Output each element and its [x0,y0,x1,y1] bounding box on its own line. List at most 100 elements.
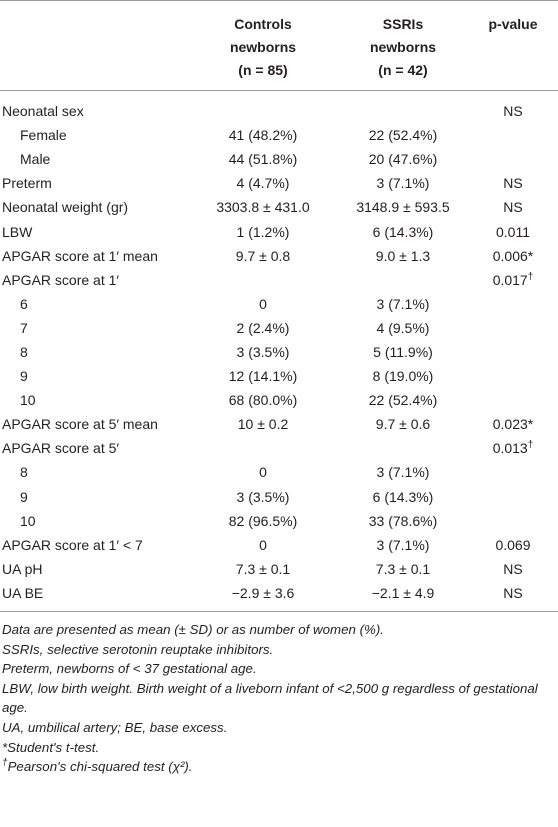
table-row: UA pH 7.3 ± 0.1 7.3 ± 0.1 NS [0,557,558,581]
footnote-text: LBW, low birth weight. Birth weight of a… [2,680,538,716]
empty-cell [338,91,468,124]
table-row: Neonatal weight (gr) 3303.8 ± 431.0 3148.9… [0,195,558,219]
p-value-cell: NS [468,195,558,219]
footnote-text: Pearson's chi-squared test (χ²). [7,759,193,775]
table-row: APGAR score at 5′ mean 10 ± 0.2 9.7 ± 0.6 0… [0,412,558,436]
empty-cell [468,316,558,340]
ssris-cell: 8 (19.0%) [372,368,434,385]
ssris-cell: 3 (7.1%) [376,464,430,481]
table-row: 6 0 3 (7.1%) [0,292,558,316]
table-figure: Controls newborns (n = 85) SSRIs newborns (n … [0,0,558,777]
controls-cell: 0 [259,536,267,553]
controls-cell: 4 (4.7%) [236,175,290,192]
p-value: 0.011 [496,223,530,240]
header-cell [0,0,188,91]
ssris-cell: 3 (7.1%) [376,295,430,312]
controls-cell: 1 (1.2%) [236,223,290,240]
table-body: Neonatal sex NS Female 41 (48.2%) 22 (52.4%)… [0,91,558,612]
row-label: LBW [2,223,33,240]
table-row: 7 2 (2.4%) 4 (9.5%) [0,316,558,340]
ssris-cell: 33 (78.6%) [368,512,438,529]
row-label: Male [20,151,51,168]
empty-cell [468,509,558,533]
header-line: Controls [234,16,292,32]
p-value-cell: 0.006* [468,244,558,268]
table-row: 10 68 (80.0%) 22 (52.4%) [0,388,558,412]
header-line: p-value [488,16,538,32]
row-label: APGAR score at 1′ < 7 [2,536,143,553]
row-label: Preterm [2,175,52,192]
empty-cell [468,460,558,484]
row-label: APGAR score at 5′ mean [2,416,158,433]
header-line: newborns [229,39,297,55]
data-table: Controls newborns (n = 85) SSRIs newborns (n … [0,0,558,612]
footnote: Data are presented as mean (± SD) or as … [2,620,556,640]
p-value-cell: 0.023* [468,412,558,436]
p-value: 0.069 [495,536,531,553]
empty-cell [468,485,558,509]
row-label: UA pH [2,560,43,577]
p-value: NS [503,103,523,120]
footnote-text: SSRIs, selective serotonin reuptake inhi… [2,641,274,657]
empty-cell [468,388,558,412]
empty-cell [188,436,338,460]
footnote: *Student's t-test. [2,738,556,758]
ssris-cell: 9.0 ± 1.3 [375,247,431,264]
header-line: (n = 42) [378,62,428,78]
header-row: Controls newborns (n = 85) SSRIs newborns (n … [0,0,558,91]
table-row: 8 3 (3.5%) 5 (11.9%) [0,340,558,364]
table-row: APGAR score at 5′ 0.013† [0,436,558,460]
empty-cell [468,364,558,388]
p-value: 0.013 [492,440,528,457]
p-value-mark: † [527,271,534,283]
table-row: Preterm 4 (4.7%) 3 (7.1%) NS [0,171,558,195]
controls-cell: 68 (80.0%) [228,392,298,409]
footnote-mark: † [2,757,8,769]
p-value-cell: NS [468,581,558,612]
ssris-cell: 9.7 ± 0.6 [375,416,431,433]
row-label: 6 [20,295,28,312]
p-value: NS [503,584,523,601]
table-row: UA BE −2.9 ± 3.6 −2.1 ± 4.9 NS [0,581,558,612]
ssris-cell: 6 (14.3%) [372,223,434,240]
p-value: 0.006* [492,247,534,264]
table-row: Male 44 (51.8%) 20 (47.6%) [0,147,558,171]
controls-cell: 2 (2.4%) [236,319,290,336]
table-row: 8 0 3 (7.1%) [0,460,558,484]
p-value-cell: 0.013† [468,436,558,460]
footnote: †Pearson's chi-squared test (χ²). [2,757,556,777]
footnote-text: UA, umbilical artery; BE, base excess. [2,719,228,735]
table-row: 10 82 (96.5%) 33 (78.6%) [0,509,558,533]
header-cell: Controls newborns (n = 85) [188,0,338,91]
footnote: LBW, low birth weight. Birth weight of a… [2,679,556,718]
ssris-cell: 4 (9.5%) [376,319,430,336]
row-label: APGAR score at 5′ [2,440,120,457]
p-value-cell: 0.017† [468,268,558,292]
empty-cell [468,292,558,316]
controls-cell: 12 (14.1%) [228,368,298,385]
table-row: 9 3 (3.5%) 6 (14.3%) [0,485,558,509]
header-cell: SSRIs newborns (n = 42) [338,0,468,91]
p-value: 0.017 [492,271,528,288]
ssris-cell: 3 (7.1%) [376,536,430,553]
row-label: Neonatal weight (gr) [2,199,129,216]
empty-cell [338,436,468,460]
ssris-cell: 20 (47.6%) [368,151,438,168]
row-label: APGAR score at 1′ mean [2,247,158,264]
footnote-text: *Student's t-test. [2,739,100,755]
p-value: NS [503,199,523,216]
ssris-cell: 22 (52.4%) [368,127,438,144]
table-row: Neonatal sex NS [0,91,558,124]
table-row: APGAR score at 1′ mean 9.7 ± 0.8 9.0 ± 1.3… [0,244,558,268]
footnote: SSRIs, selective serotonin reuptake inhi… [2,640,556,660]
controls-cell: 0 [259,295,267,312]
p-value-cell: 0.069 [468,533,558,557]
empty-cell [188,268,338,292]
footnote-text: Preterm, newborns of < 37 gestational ag… [2,661,257,677]
controls-cell: −2.9 ± 3.6 [231,584,295,601]
p-value: NS [503,560,523,577]
table-row: LBW 1 (1.2%) 6 (14.3%) 0.011 [0,219,558,243]
footnotes: Data are presented as mean (± SD) or as … [0,612,558,777]
controls-cell: 3 (3.5%) [236,488,290,505]
controls-cell: 10 ± 0.2 [237,416,289,433]
